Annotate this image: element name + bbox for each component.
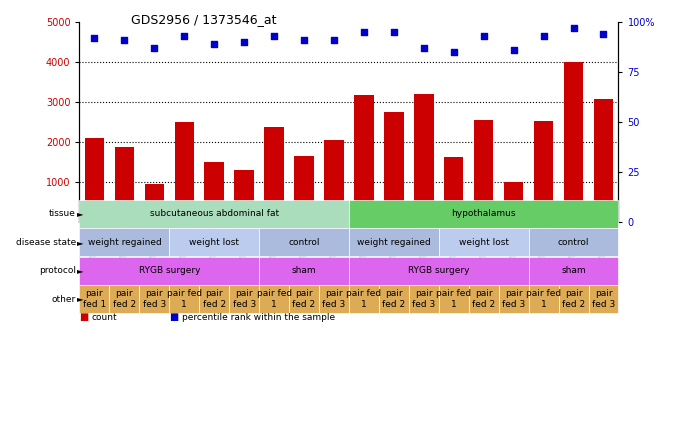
Point	[508, 47, 519, 54]
Point	[328, 37, 339, 44]
Bar	[354, 95, 374, 222]
Text: pair
fed 3: pair fed 3	[323, 289, 346, 309]
Text: control: control	[558, 238, 589, 247]
Point	[119, 37, 130, 44]
Bar	[504, 182, 523, 222]
Point	[269, 33, 280, 40]
Text: weight lost: weight lost	[189, 238, 239, 247]
Text: RYGB surgery: RYGB surgery	[138, 266, 200, 275]
Text: ■: ■	[169, 313, 178, 322]
Point	[598, 31, 609, 38]
Text: subcutaneous abdominal fat: subcutaneous abdominal fat	[150, 209, 278, 218]
Text: pair
fed 2: pair fed 2	[113, 289, 136, 309]
Text: other: other	[52, 294, 76, 304]
Text: pair
fed 2: pair fed 2	[472, 289, 495, 309]
Text: sham: sham	[561, 266, 586, 275]
Text: pair
fed 3: pair fed 3	[143, 289, 166, 309]
Bar	[534, 120, 553, 222]
Text: percentile rank within the sample: percentile rank within the sample	[182, 313, 335, 322]
Bar	[564, 62, 583, 222]
Text: pair
fed 2: pair fed 2	[202, 289, 226, 309]
Text: hypothalamus: hypothalamus	[451, 209, 516, 218]
Text: pair
fed 2: pair fed 2	[382, 289, 406, 309]
Point	[299, 37, 310, 44]
Text: pair
fed 1: pair fed 1	[83, 289, 106, 309]
Text: pair
fed 3: pair fed 3	[413, 289, 435, 309]
Point	[209, 41, 220, 48]
Point	[388, 29, 399, 36]
Bar	[175, 123, 194, 222]
Text: count: count	[92, 313, 117, 322]
Bar	[414, 94, 433, 222]
Text: weight regained: weight regained	[88, 238, 161, 247]
Point	[538, 33, 549, 40]
Text: ►: ►	[77, 294, 83, 304]
Text: pair fed
1: pair fed 1	[346, 289, 381, 309]
Bar	[294, 156, 314, 222]
Bar	[205, 162, 224, 222]
Point	[89, 35, 100, 42]
Text: GDS2956 / 1373546_at: GDS2956 / 1373546_at	[131, 13, 277, 26]
Bar	[234, 170, 254, 222]
Text: ■: ■	[79, 313, 88, 322]
Point	[568, 25, 579, 32]
Text: sham: sham	[292, 266, 316, 275]
Point	[149, 45, 160, 52]
Point	[478, 33, 489, 40]
Bar	[265, 127, 284, 222]
Bar	[444, 157, 464, 222]
Bar	[115, 147, 134, 222]
Bar	[594, 99, 613, 222]
Bar	[85, 138, 104, 222]
Point	[238, 39, 249, 46]
Bar	[324, 140, 343, 222]
Bar	[384, 112, 404, 222]
Text: ►: ►	[77, 266, 83, 275]
Text: tissue: tissue	[49, 209, 76, 218]
Text: protocol: protocol	[39, 266, 76, 275]
Text: pair
fed 3: pair fed 3	[592, 289, 615, 309]
Text: pair fed
1: pair fed 1	[526, 289, 561, 309]
Point	[179, 33, 190, 40]
Text: pair fed
1: pair fed 1	[436, 289, 471, 309]
Text: weight regained: weight regained	[357, 238, 430, 247]
Point	[418, 45, 429, 52]
Text: pair
fed 2: pair fed 2	[562, 289, 585, 309]
Text: RYGB surgery: RYGB surgery	[408, 266, 470, 275]
Text: pair
fed 3: pair fed 3	[233, 289, 256, 309]
Text: pair fed
1: pair fed 1	[256, 289, 292, 309]
Bar	[144, 184, 164, 222]
Point	[448, 49, 460, 56]
Point	[359, 29, 370, 36]
Text: ►: ►	[77, 209, 83, 218]
Text: disease state: disease state	[16, 238, 76, 247]
Text: pair
fed 3: pair fed 3	[502, 289, 525, 309]
Text: pair fed
1: pair fed 1	[167, 289, 202, 309]
Text: control: control	[288, 238, 320, 247]
Bar	[474, 120, 493, 222]
Text: weight lost: weight lost	[459, 238, 509, 247]
Text: ►: ►	[77, 238, 83, 247]
Text: pair
fed 2: pair fed 2	[292, 289, 316, 309]
